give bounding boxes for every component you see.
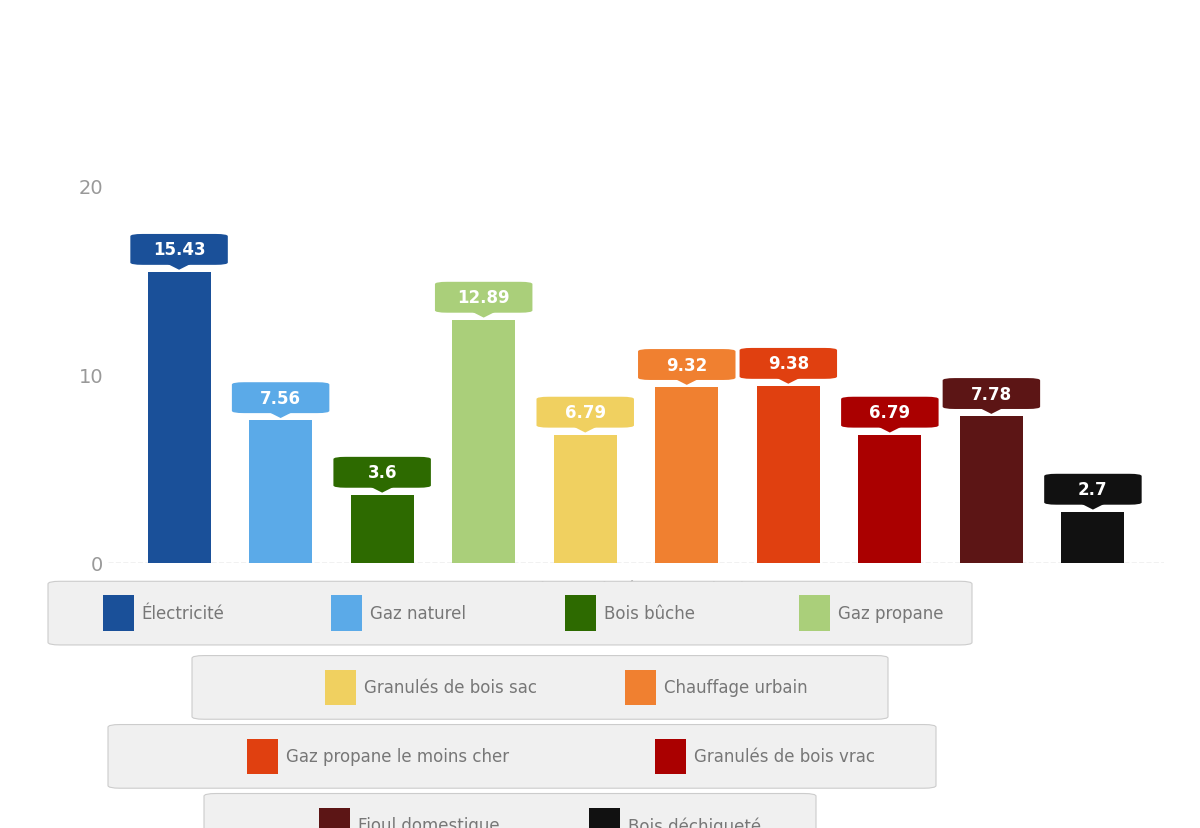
FancyBboxPatch shape: [841, 397, 938, 428]
Text: Granulés de bois vrac: Granulés de bois vrac: [694, 748, 875, 765]
FancyBboxPatch shape: [739, 349, 838, 379]
Text: Fioul domestique: Fioul domestique: [358, 816, 499, 828]
FancyBboxPatch shape: [103, 595, 134, 631]
Text: 7.56: 7.56: [260, 389, 301, 407]
Text: Gaz naturel: Gaz naturel: [370, 604, 466, 623]
Text: 9.38: 9.38: [768, 355, 809, 373]
FancyBboxPatch shape: [247, 739, 278, 774]
FancyBboxPatch shape: [625, 670, 656, 705]
Polygon shape: [164, 263, 193, 271]
Bar: [960, 416, 1022, 563]
FancyBboxPatch shape: [108, 724, 936, 788]
Text: Granulés de bois sac: Granulés de bois sac: [364, 679, 536, 696]
FancyBboxPatch shape: [48, 581, 972, 645]
Bar: [757, 387, 820, 563]
FancyBboxPatch shape: [319, 807, 350, 828]
Polygon shape: [876, 426, 904, 433]
FancyBboxPatch shape: [943, 378, 1040, 410]
Bar: [148, 272, 210, 563]
Text: 15.43: 15.43: [152, 241, 205, 259]
Text: Bois déchiqueté: Bois déchiqueté: [628, 816, 761, 828]
Text: Prix des énergies en juillet 2015: Prix des énergies en juillet 2015: [726, 84, 1158, 110]
FancyBboxPatch shape: [131, 234, 228, 266]
Text: Gaz propane: Gaz propane: [838, 604, 943, 623]
FancyBboxPatch shape: [1044, 474, 1141, 505]
Bar: [858, 436, 922, 563]
Polygon shape: [1079, 503, 1108, 510]
Text: 9.32: 9.32: [666, 356, 707, 374]
Bar: [553, 436, 617, 563]
Polygon shape: [368, 486, 396, 493]
FancyBboxPatch shape: [638, 349, 736, 381]
Text: 7.78: 7.78: [971, 385, 1012, 403]
FancyBboxPatch shape: [325, 670, 356, 705]
FancyBboxPatch shape: [536, 397, 634, 428]
Text: Chauffage urbain: Chauffage urbain: [664, 679, 808, 696]
Polygon shape: [977, 407, 1006, 414]
Polygon shape: [266, 412, 295, 418]
Polygon shape: [469, 311, 498, 318]
Text: Bois bûche: Bois bûche: [604, 604, 695, 623]
X-axis label: prix exprimés en cts/kWh: prix exprimés en cts/kWh: [521, 580, 751, 598]
Polygon shape: [571, 426, 600, 433]
FancyBboxPatch shape: [589, 807, 620, 828]
FancyBboxPatch shape: [192, 656, 888, 720]
FancyBboxPatch shape: [232, 383, 329, 414]
FancyBboxPatch shape: [799, 595, 830, 631]
Bar: [452, 320, 515, 563]
Text: Électricité: Électricité: [142, 604, 224, 623]
Text: 6.79: 6.79: [565, 404, 606, 421]
Text: 2.7: 2.7: [1078, 481, 1108, 498]
FancyBboxPatch shape: [331, 595, 362, 631]
Text: Gaz propane le moins cher: Gaz propane le moins cher: [286, 748, 509, 765]
Bar: [350, 495, 414, 563]
Bar: [655, 388, 719, 563]
Text: 12.89: 12.89: [457, 289, 510, 307]
Text: 6.79: 6.79: [869, 404, 911, 421]
FancyBboxPatch shape: [334, 457, 431, 489]
FancyBboxPatch shape: [204, 793, 816, 828]
Text: 3.6: 3.6: [367, 464, 397, 482]
FancyBboxPatch shape: [434, 282, 533, 313]
Polygon shape: [774, 377, 803, 384]
Polygon shape: [672, 378, 701, 385]
Bar: [1062, 513, 1124, 563]
FancyBboxPatch shape: [565, 595, 596, 631]
FancyBboxPatch shape: [655, 739, 686, 774]
Bar: [250, 421, 312, 563]
